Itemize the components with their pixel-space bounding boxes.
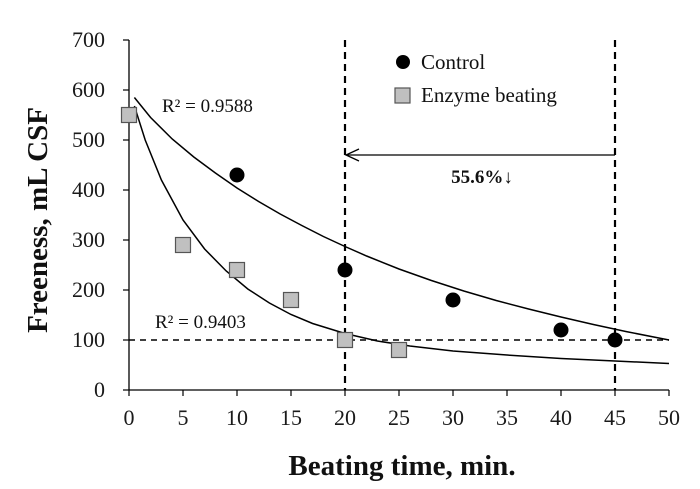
trendline-control: [133, 97, 670, 341]
x-tick-label: 0: [124, 405, 135, 430]
y-tick-label: 0: [94, 377, 105, 402]
x-tick-label: 20: [334, 405, 356, 430]
x-tick-label: 10: [226, 405, 248, 430]
y-tick-label: 700: [72, 27, 105, 52]
legend-label-control: Control: [421, 50, 485, 74]
y-tick-label: 500: [72, 127, 105, 152]
x-tick-label: 50: [658, 405, 680, 430]
y-axis-ticks: 0 100 200 300 400 500 600 700: [72, 27, 129, 402]
enzyme-point: [282, 291, 300, 309]
control-point: [445, 292, 461, 308]
enzyme-point: [228, 261, 246, 279]
x-tick-label: 25: [388, 405, 410, 430]
enzyme-point: [174, 236, 192, 254]
enzyme-point: [336, 331, 354, 349]
legend-marker-control: [396, 55, 410, 69]
annotation-arrow-head: [344, 148, 360, 162]
enzyme-point: [120, 106, 138, 124]
x-tick-label: 15: [280, 405, 302, 430]
enzyme-point: [390, 341, 408, 359]
x-tick-label: 5: [178, 405, 189, 430]
r2-label-enzyme: R² = 0.9403: [155, 312, 246, 333]
y-axis-title: Freeness, mL CSF: [22, 107, 54, 333]
r2-label-control: R² = 0.9588: [162, 96, 253, 117]
trendlines: [133, 97, 670, 365]
control-point: [229, 167, 245, 183]
annotation-label: 55.6%↓: [451, 167, 513, 188]
data-points: [120, 106, 623, 359]
x-tick-label: 35: [496, 405, 518, 430]
y-tick-label: 200: [72, 277, 105, 302]
y-tick-label: 400: [72, 177, 105, 202]
legend: Control Enzyme beating: [394, 50, 557, 107]
control-point: [553, 322, 569, 338]
y-tick-label: 300: [72, 227, 105, 252]
reference-lines: [129, 40, 669, 390]
reduction-annotation: 55.6%↓: [344, 148, 615, 188]
y-tick-label: 600: [72, 77, 105, 102]
x-axis-title: Beating time, min.: [288, 450, 515, 482]
trendline-enzyme: [133, 105, 670, 365]
legend-label-enzyme: Enzyme beating: [421, 83, 557, 107]
x-tick-label: 40: [550, 405, 572, 430]
control-point: [607, 332, 623, 348]
x-tick-label: 30: [442, 405, 464, 430]
y-tick-label: 100: [72, 327, 105, 352]
control-point: [337, 262, 353, 278]
x-tick-label: 45: [604, 405, 626, 430]
legend-marker-enzyme: [394, 87, 411, 104]
x-axis-ticks: 0 5 10 15 20 25 30 35 40 45 50: [124, 390, 680, 430]
